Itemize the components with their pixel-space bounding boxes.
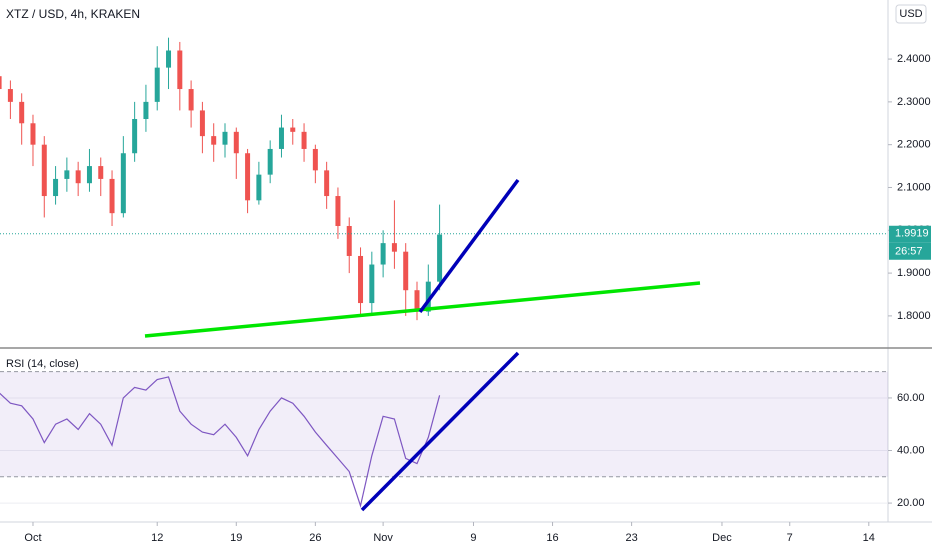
plot-layer: Oct121926Nov91623Dec7141.80001.90002.000… xyxy=(0,37,931,544)
x-tick-label: Dec xyxy=(712,532,732,544)
x-tick-label: 16 xyxy=(546,532,558,544)
candle-body xyxy=(414,290,420,312)
candle-body xyxy=(301,131,307,149)
candle-body xyxy=(0,76,2,90)
candle-body xyxy=(335,196,341,227)
candle-body xyxy=(86,166,92,184)
candle-body xyxy=(267,148,273,175)
candle-body xyxy=(154,67,160,102)
x-tick-label: 19 xyxy=(230,532,242,544)
candle-body xyxy=(403,251,409,291)
candle-body xyxy=(222,131,228,145)
candle-body xyxy=(199,110,205,137)
candle-body xyxy=(120,153,126,214)
candle-body xyxy=(256,174,262,201)
candle-body xyxy=(380,243,386,265)
candle-body xyxy=(211,136,217,145)
candle-body xyxy=(391,243,397,252)
x-tick-label: 9 xyxy=(470,532,476,544)
y-tick-label: 2.3000 xyxy=(897,96,931,108)
x-tick-label: 14 xyxy=(863,532,875,544)
y-tick-label: 2.1000 xyxy=(897,181,931,193)
y-tick-label: 40.00 xyxy=(897,444,925,456)
x-tick-label: 23 xyxy=(625,532,637,544)
y-tick-label: 2.2000 xyxy=(897,139,931,151)
x-tick-label: 12 xyxy=(151,532,163,544)
candle-body xyxy=(177,50,183,90)
x-tick-label: Nov xyxy=(373,532,393,544)
candle-body xyxy=(166,50,172,68)
candle-body xyxy=(437,234,443,282)
candle-body xyxy=(425,281,431,312)
y-tick-label: 60.00 xyxy=(897,392,925,404)
candle-body xyxy=(41,144,47,197)
candle-body xyxy=(132,118,138,154)
rsi-line xyxy=(0,376,441,508)
candle-body xyxy=(7,89,13,102)
candle-body xyxy=(53,178,59,197)
countdown-label: 26:57 xyxy=(895,246,923,258)
candle-body xyxy=(143,101,149,119)
rsi-trendline xyxy=(360,351,520,512)
currency-button[interactable] xyxy=(895,4,927,24)
x-tick-label: 7 xyxy=(787,532,793,544)
candle-body xyxy=(358,255,364,304)
candle-body xyxy=(245,153,251,201)
y-tick-label: 1.9000 xyxy=(897,267,931,279)
last-price-label: 1.9919 xyxy=(895,228,929,240)
rsi-band xyxy=(0,371,888,477)
last-price-tag xyxy=(889,225,931,243)
countdown-tag xyxy=(889,242,931,260)
candle-body xyxy=(312,148,318,171)
candle-body xyxy=(19,101,25,124)
candle-body xyxy=(75,170,81,184)
candle-body xyxy=(324,170,330,197)
chart-title: XTZ / USD, 4h, KRAKEN xyxy=(6,7,140,21)
x-tick-label: Oct xyxy=(24,532,41,544)
candle-body xyxy=(30,123,36,145)
candle-body xyxy=(369,264,375,304)
candle-body xyxy=(278,127,284,149)
candle-body xyxy=(98,166,104,179)
candle-body xyxy=(64,170,70,179)
price-trendline xyxy=(418,178,520,314)
x-tick-label: 26 xyxy=(309,532,321,544)
candle-body xyxy=(346,226,352,256)
currency-label[interactable]: USD xyxy=(899,8,922,20)
y-tick-label: 2.4000 xyxy=(897,53,931,65)
candle-body xyxy=(233,131,239,154)
candle-body xyxy=(109,178,115,214)
y-tick-label: 1.8000 xyxy=(897,310,931,322)
y-tick-label: 20.00 xyxy=(897,497,925,509)
candle-body xyxy=(188,89,194,111)
rsi-title: RSI (14, close) xyxy=(6,358,79,370)
candle-body xyxy=(290,127,296,132)
